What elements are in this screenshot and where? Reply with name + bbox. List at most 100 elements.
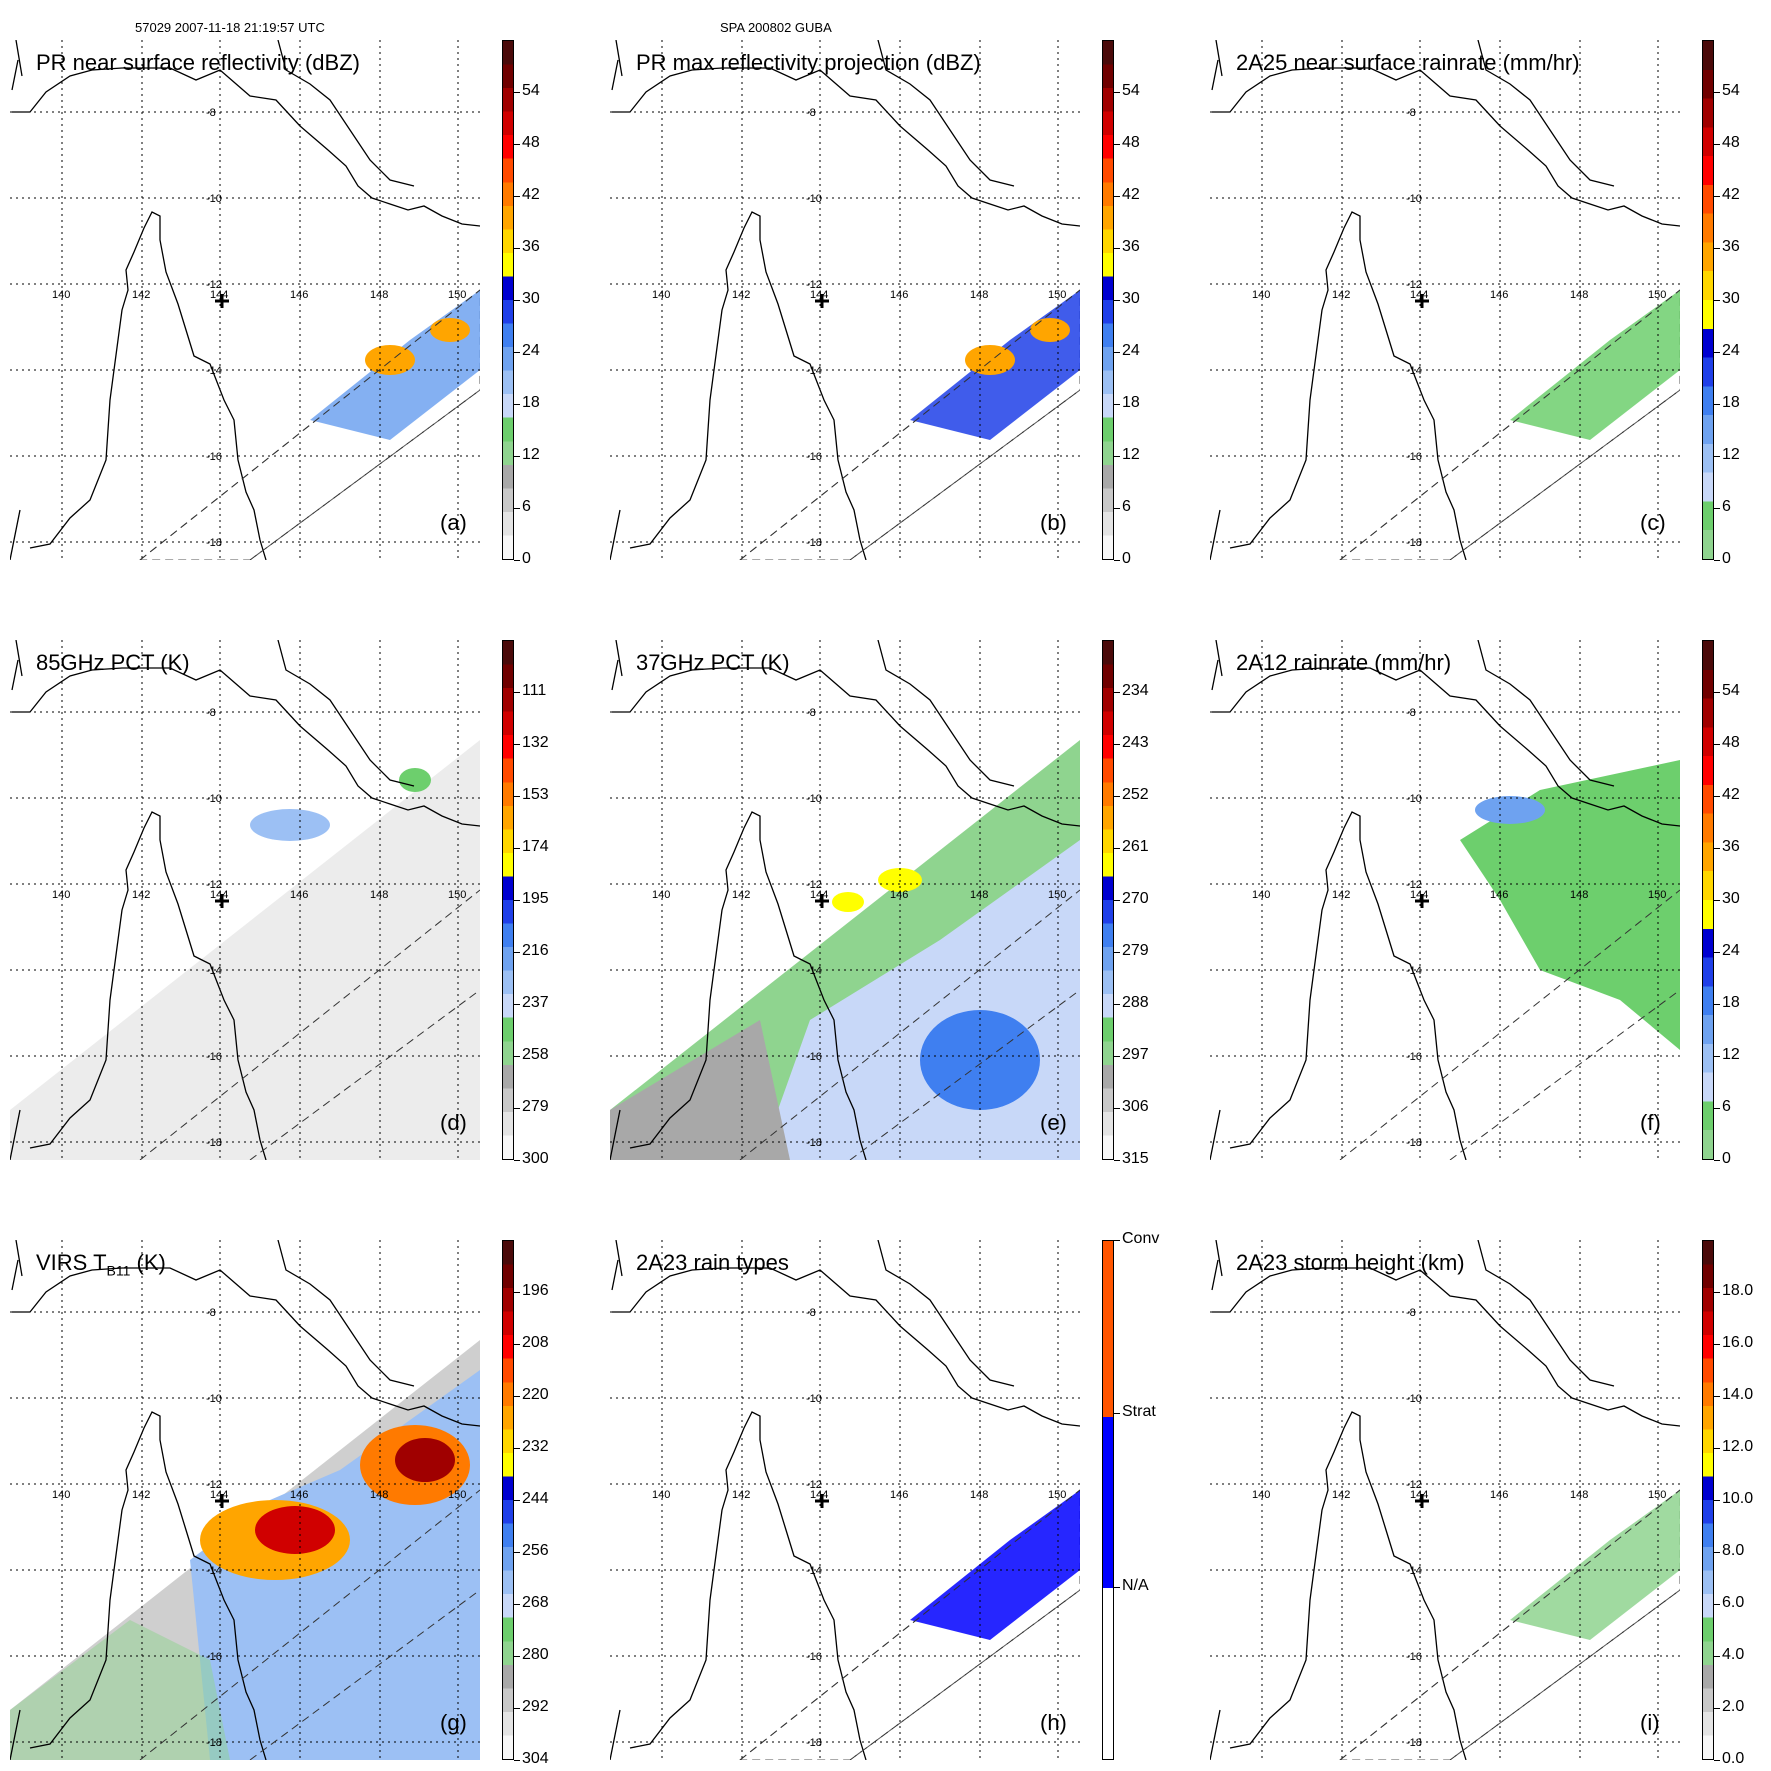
lat-label: -16 xyxy=(1406,1051,1422,1063)
panel-title: 2A23 storm height (km) xyxy=(1236,1250,1465,1276)
colorbar-tick-label: 18 xyxy=(1722,394,1740,411)
lon-label: 150 xyxy=(448,1489,466,1501)
colorbar-tick xyxy=(1714,1604,1720,1605)
coastline xyxy=(10,640,480,1160)
lon-label: 144 xyxy=(1410,289,1428,301)
map-canvas: 140 142 144 146 148 150 -8 -10 -12 -14 -16 -18 xyxy=(10,1240,480,1760)
panel-title: 85GHz PCT (K) xyxy=(36,650,190,676)
lon-label: 148 xyxy=(1570,289,1588,301)
colorbar-tick xyxy=(1714,560,1720,561)
colorbar-tick-label: 16.0 xyxy=(1722,1334,1754,1351)
map-canvas: 140 142 144 146 148 150 -8 -10 -12 -14 -16 -18 xyxy=(610,640,1080,1160)
lon-label: 150 xyxy=(1648,1489,1666,1501)
colorbar-tick xyxy=(1114,692,1120,693)
colorbar-tick-label: 24 xyxy=(1122,342,1140,359)
colorbar-tick-label: 48 xyxy=(1722,734,1740,751)
colorbar-tick xyxy=(1714,900,1720,901)
lon-label: 144 xyxy=(1410,889,1428,901)
lon-label: 142 xyxy=(1332,1489,1350,1501)
colorbar-tick-label: 315 xyxy=(1122,1150,1149,1167)
colorbar-tick-label: 244 xyxy=(522,1490,549,1507)
colorbar-tick-label: 42 xyxy=(1722,786,1740,803)
colorbar xyxy=(1102,640,1114,1160)
panel-letter: (h) xyxy=(1040,1710,1067,1735)
colorbar-tick-label: 36 xyxy=(1722,838,1740,855)
lat-label: -18 xyxy=(206,1737,222,1749)
colorbar-tick-label: 280 xyxy=(522,1646,549,1663)
lat-label: -16 xyxy=(206,1051,222,1063)
colorbar-tick-label: 54 xyxy=(522,82,540,99)
lon-label: 150 xyxy=(1648,889,1666,901)
lat-label: -10 xyxy=(806,1393,822,1405)
lat-label: -14 xyxy=(206,965,222,977)
colorbar-tick xyxy=(514,952,520,953)
colorbar-tick xyxy=(514,1448,520,1449)
colorbar-tick xyxy=(1714,92,1720,93)
lon-label: 144 xyxy=(810,1489,828,1501)
panel-title-subscript: B11 xyxy=(106,1262,131,1279)
lon-label: 148 xyxy=(370,889,388,901)
colorbar-tick xyxy=(1714,1160,1720,1161)
panel-i: 140 142 144 146 148 150 -8 -10 -12 -14 -16 -18 2A23 … xyxy=(1210,1240,1770,1771)
lat-label: -16 xyxy=(806,1651,822,1663)
graticule xyxy=(10,640,480,1160)
swath-edge xyxy=(1339,1489,1680,1760)
orbit-time-header: 57029 2007-11-18 21:19:57 UTC xyxy=(135,20,325,35)
lat-label: -18 xyxy=(1406,537,1422,549)
panel-title-text: 2A25 near surface rainrate (mm/hr) xyxy=(1236,50,1580,75)
lon-label: 142 xyxy=(732,889,750,901)
coastline xyxy=(10,40,480,560)
colorbar-tick-label: 279 xyxy=(1122,942,1149,959)
panel-a: 140 142 144 146 148 150 -8 -10 -12 -14 -16 -18 PR ne… xyxy=(10,40,570,600)
colorbar-tick xyxy=(514,1500,520,1501)
colorbar-tick-label: 42 xyxy=(522,186,540,203)
lat-label: -10 xyxy=(1406,1393,1422,1405)
graticule xyxy=(10,1240,480,1760)
panel-title: VIRS TB11 (K) xyxy=(36,1250,166,1278)
lon-label: 140 xyxy=(52,1489,70,1501)
lat-label: -12 xyxy=(206,879,222,891)
colorbar-tick-label: 0.0 xyxy=(1722,1750,1745,1767)
lat-label: -12 xyxy=(1406,879,1422,891)
lat-label: -10 xyxy=(1406,193,1422,205)
colorbar-tick-label: 36 xyxy=(522,238,540,255)
colorbar-tick xyxy=(1714,1344,1720,1345)
colorbar-tick-label: 234 xyxy=(1122,682,1149,699)
graticule xyxy=(10,40,480,560)
colorbar-tick-label: 292 xyxy=(522,1698,549,1715)
colorbar-tick-label: 30 xyxy=(1722,890,1740,907)
colorbar-tick xyxy=(514,144,520,145)
lat-label: -14 xyxy=(206,365,222,377)
colorbar-tick-label: 54 xyxy=(1722,682,1740,699)
colorbar-tick xyxy=(1114,92,1120,93)
colorbar-tick xyxy=(1114,1108,1120,1109)
swath-area xyxy=(10,740,480,1160)
colorbar-tick xyxy=(1714,248,1720,249)
colorbar-tick xyxy=(1714,300,1720,301)
lat-label: -14 xyxy=(206,1565,222,1577)
colorbar-tick xyxy=(1714,1396,1720,1397)
lon-label: 140 xyxy=(1252,889,1270,901)
colorbar-tick-label: 30 xyxy=(1722,290,1740,307)
map-area: 140 142 144 146 148 150 -8 -10 -12 -14 -16 -18 xyxy=(10,1240,480,1760)
lat-label: -10 xyxy=(1406,793,1422,805)
lon-label: 150 xyxy=(1048,889,1066,901)
colorbar-tick xyxy=(514,508,520,509)
swath-edge xyxy=(739,889,1080,1160)
colorbar-tick xyxy=(1114,456,1120,457)
field-overlay xyxy=(1210,740,1680,1160)
colorbar-tick-label: 132 xyxy=(522,734,549,751)
panel-letter: (d) xyxy=(440,1110,467,1135)
storm-center-marker xyxy=(815,894,829,908)
colorbar-tick-label: 6 xyxy=(522,498,531,515)
storm-center-marker xyxy=(815,294,829,308)
panel-letter: (g) xyxy=(440,1710,467,1735)
panel-title: 37GHz PCT (K) xyxy=(636,650,790,676)
colorbar-tick-label: 18.0 xyxy=(1722,1282,1754,1299)
colorbar-tick-label: 36 xyxy=(1722,238,1740,255)
lon-label: 140 xyxy=(52,889,70,901)
panel-title: 2A12 rainrate (mm/hr) xyxy=(1236,650,1451,676)
colorbar-tick xyxy=(1114,952,1120,953)
panel-e: 140 142 144 146 148 150 -8 -10 -12 -14 -16 -18 37GHz… xyxy=(610,640,1170,1200)
